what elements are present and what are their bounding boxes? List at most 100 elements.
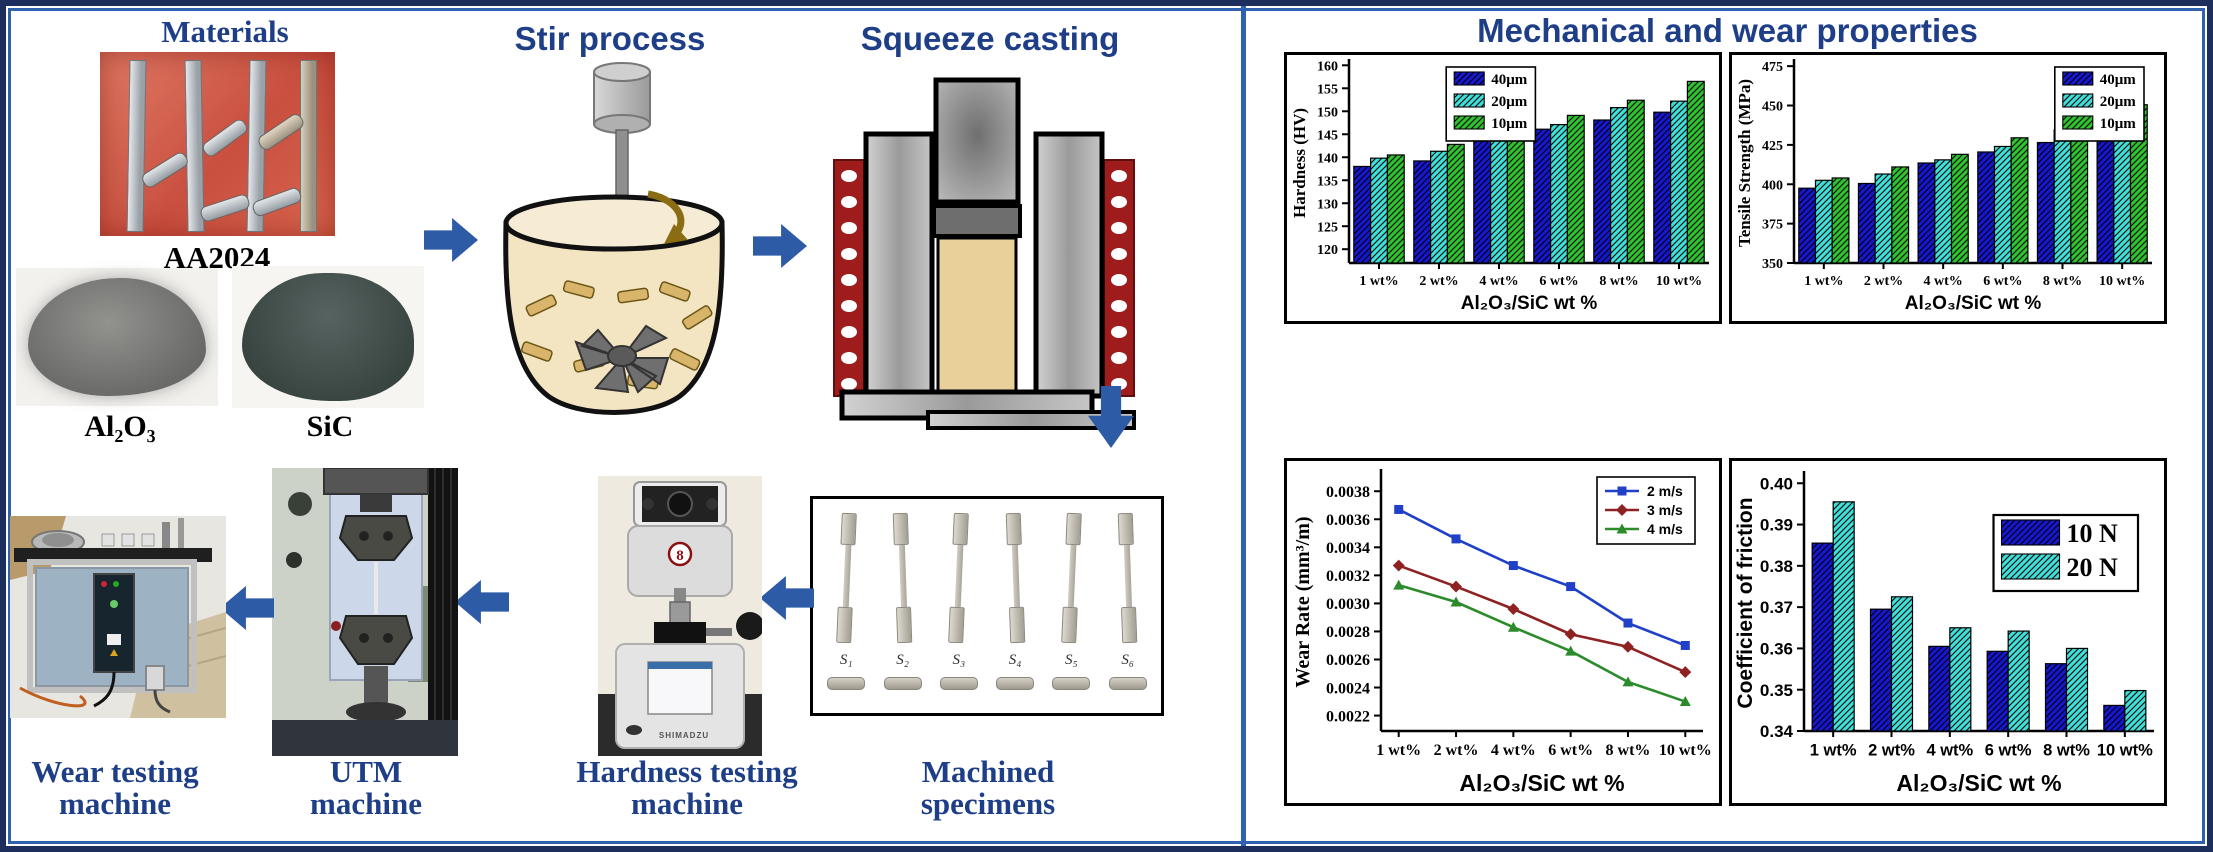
brand-logo-8: 8: [676, 548, 684, 564]
punch: [932, 204, 1022, 238]
svg-text:8 wt%: 8 wt%: [2043, 274, 2082, 289]
flow-arrow-stir-to-squeeze: [753, 224, 807, 268]
machine-base: [272, 720, 458, 756]
control-panel: [93, 573, 135, 673]
upper-grip: [338, 494, 414, 561]
svg-text:125: 125: [1317, 220, 1338, 235]
crosshead: [323, 468, 429, 495]
svg-text:10μm: 10μm: [1491, 116, 1528, 132]
hardness-legend: 40μm 20μm 10μm: [1445, 66, 1537, 142]
microscope-head: [633, 481, 727, 527]
materials-title: Materials: [161, 14, 289, 49]
svg-text:0.0026: 0.0026: [1326, 652, 1370, 669]
svg-text:0.35: 0.35: [1760, 681, 1793, 700]
aa2024-photo: [100, 52, 335, 236]
svg-text:1 wt%: 1 wt%: [1810, 742, 1857, 760]
wall-fixture: [288, 492, 312, 516]
svg-text:0.0022: 0.0022: [1326, 708, 1370, 725]
svg-text:400: 400: [1762, 178, 1783, 193]
svg-text:8 wt%: 8 wt%: [2043, 742, 2090, 760]
svg-text:0.0038: 0.0038: [1326, 484, 1370, 501]
wear-rate-chart: 0.0022 0.0024 0.0026 0.0028 0.0030 0.0032 0.00…: [1284, 458, 1722, 806]
utm-machine-photo: [272, 468, 458, 756]
specimen-id: S₆: [1121, 652, 1135, 668]
tensile-specimen-illustration: [1061, 512, 1082, 644]
pin-specimen: [939, 677, 978, 690]
heater-coil-left: [833, 159, 865, 397]
tensile-plot: 350 375 400 425 450 475 1 wt% 2 wt% 4 wt% 6 wt% 8 …: [1735, 59, 2152, 314]
svg-text:6 wt%: 6 wt%: [1548, 742, 1593, 759]
panel-divider: [1241, 6, 1246, 846]
svg-text:6 wt%: 6 wt%: [1539, 274, 1578, 289]
svg-text:Tensile Strength (MPa): Tensile Strength (MPa): [1735, 79, 1754, 247]
machine-body: 8: [627, 525, 733, 648]
aluminium-bar: [300, 60, 317, 232]
sic-powder-photo: [232, 266, 424, 408]
svg-text:0.0034: 0.0034: [1326, 540, 1370, 557]
machine-top: [14, 518, 212, 562]
friction-axes: 0.34 0.35 0.36 0.37 0.38 0.39 0.40 1 wt% 2 wt% 4 …: [1760, 471, 2154, 760]
svg-text:0.0032: 0.0032: [1326, 568, 1370, 585]
svg-text:2 wt%: 2 wt%: [1434, 742, 1479, 759]
wear-machine-label: Wear testing machine: [31, 754, 199, 821]
svg-text:Wear Rate (mm³/m): Wear Rate (mm³/m): [1292, 516, 1314, 687]
svg-text:120: 120: [1317, 243, 1338, 258]
svg-text:475: 475: [1762, 60, 1783, 75]
svg-text:Al₂O₃/SiC wt %: Al₂O₃/SiC wt %: [1459, 770, 1624, 796]
pin-specimen: [827, 677, 866, 690]
plug-box: [145, 665, 165, 691]
svg-text:Hardness (HV): Hardness (HV): [1290, 108, 1309, 218]
svg-text:10 wt%: 10 wt%: [1656, 274, 1702, 289]
svg-text:Al₂O₃/SiC wt %: Al₂O₃/SiC wt %: [1461, 293, 1598, 314]
svg-text:Coefficient of friction: Coefficient of friction: [1734, 497, 1757, 708]
hardness-chart: 120 125 130 135 140 145 150 155 160 1 wt% 2 wt% 4 w…: [1284, 52, 1722, 324]
svg-text:160: 160: [1317, 59, 1338, 74]
svg-text:4 wt%: 4 wt%: [1479, 274, 1518, 289]
machined-specimens-photo: S₁ S₂ S₃ S₄ S₅: [810, 496, 1164, 716]
wear-plot: 0.0022 0.0024 0.0026 0.0028 0.0030 0.0032 0.00…: [1292, 469, 1712, 796]
specimen-row: S₁ S₂ S₃ S₄ S₅: [813, 499, 1161, 690]
friction-series-10 N: [1811, 542, 2126, 732]
squeeze-title: Squeeze casting: [860, 20, 1120, 57]
svg-text:3 m/s: 3 m/s: [1647, 502, 1683, 518]
load-column: [364, 666, 388, 706]
svg-text:20μm: 20μm: [2100, 94, 2137, 110]
svg-text:0.37: 0.37: [1760, 598, 1793, 617]
svg-text:10 wt%: 10 wt%: [1659, 742, 1712, 759]
svg-text:10 wt%: 10 wt%: [2099, 274, 2145, 289]
tensile-strength-chart: 350 375 400 425 450 475 1 wt% 2 wt% 4 wt% 6 wt% 8 …: [1729, 52, 2167, 324]
squeeze-casting-illustration: [833, 77, 1136, 430]
svg-text:10μm: 10μm: [2100, 116, 2137, 132]
svg-text:6 wt%: 6 wt%: [1983, 274, 2022, 289]
touchscreen: [647, 661, 713, 715]
friction-series-20 N: [1832, 501, 2147, 732]
hardness-axes: 120 125 130 135 140 145 150 155 160 1 wt% 2 wt% 4 w…: [1317, 59, 1709, 289]
svg-text:4 wt%: 4 wt%: [1491, 742, 1536, 759]
tensile-legend: 40μm 20μm 10μm: [2053, 66, 2145, 142]
svg-text:0.0036: 0.0036: [1326, 512, 1370, 529]
die-wall-right: [1033, 131, 1105, 399]
svg-text:1 wt%: 1 wt%: [1804, 274, 1843, 289]
base-plate-lower: [926, 410, 1136, 430]
svg-text:0.0024: 0.0024: [1326, 680, 1370, 697]
svg-text:2 m/s: 2 m/s: [1647, 483, 1683, 499]
pin-specimen: [996, 677, 1035, 690]
al2o3-powder-pile: [28, 278, 206, 396]
svg-text:20μm: 20μm: [1491, 94, 1528, 110]
tensile-specimen-illustration: [892, 512, 913, 644]
flow-arrow-utm-to-wear: [220, 586, 274, 630]
tensile-specimen-illustration: [948, 512, 970, 644]
machine-cabinet: [27, 559, 197, 714]
hardness-machine-label: Hardness testing machine: [576, 754, 798, 821]
machine-base: SHIMADZU: [615, 643, 745, 749]
svg-text:10 wt%: 10 wt%: [2097, 742, 2153, 760]
svg-text:1 wt%: 1 wt%: [1359, 274, 1398, 289]
tensile-specimen-illustration: [835, 512, 857, 644]
pin-specimen: [1052, 677, 1091, 690]
specimen: S₂: [880, 512, 926, 690]
specimen: S₆: [1105, 512, 1151, 690]
friction-plot: 0.34 0.35 0.36 0.37 0.38 0.39 0.40 1 wt% 2 wt% 4 …: [1734, 471, 2154, 796]
tensile-axes: 350 375 400 425 450 475 1 wt% 2 wt% 4 wt% 6 wt% 8 …: [1762, 59, 2152, 289]
die-wall-left: [863, 131, 935, 399]
specimen-id: S₃: [952, 652, 966, 668]
